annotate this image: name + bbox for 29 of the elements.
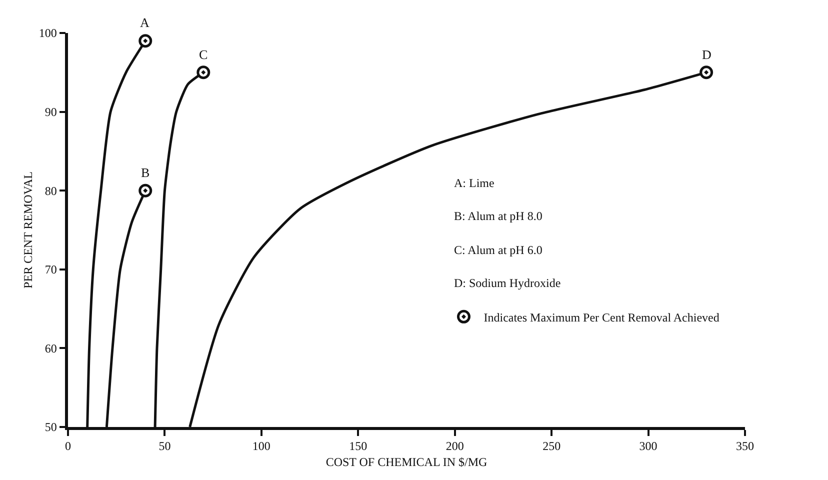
x-tick-label: 0 <box>65 439 71 454</box>
y-tick-label: 50 <box>44 420 57 434</box>
x-tick-label: 50 <box>158 439 171 454</box>
x-tick-label: 250 <box>542 439 561 454</box>
x-tick-label: 350 <box>736 439 754 454</box>
point <box>700 66 714 80</box>
legend-label: Indicates Maximum Per Cent Removal Achieved <box>484 310 720 324</box>
y-tick-label: 60 <box>44 341 57 356</box>
y-tick-label: 80 <box>44 184 57 198</box>
y-tick-label: 70 <box>44 262 57 277</box>
x-tick-label: 300 <box>639 439 658 454</box>
annotation: C: Alum at pH 6.0 <box>454 243 542 257</box>
annotation: B: Alum at pH 8.0 <box>454 209 542 223</box>
annotation: B <box>141 165 150 180</box>
annotation: D: Sodium Hydroxide <box>454 276 561 290</box>
x-tick-label: 100 <box>252 439 270 454</box>
x-tick-label: 150 <box>349 439 368 454</box>
annotation: A <box>140 15 150 30</box>
y-axis-title: PER CENT REMOVAL <box>21 172 36 288</box>
annotation: A: Lime <box>454 176 494 190</box>
y-tick-label: 90 <box>44 105 57 119</box>
point <box>196 66 210 80</box>
annotation: D <box>702 47 712 62</box>
point <box>138 34 152 48</box>
x-axis-title: COST OF CHEMICAL IN $/MG <box>326 455 488 470</box>
x-tick-label: 200 <box>446 439 464 454</box>
annotation: C <box>199 47 208 62</box>
point <box>138 184 152 198</box>
y-tick-label: 100 <box>38 26 57 40</box>
